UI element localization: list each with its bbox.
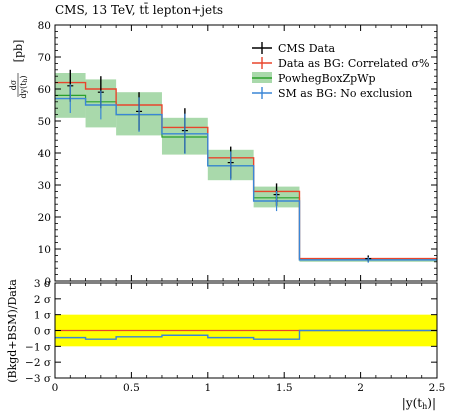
- ratio-y-tick-label: −1 σ: [25, 341, 51, 353]
- x-tick-label: 2.5: [429, 382, 446, 394]
- ratio-y-tick-label: 0 σ: [34, 326, 51, 338]
- y-tick-label: 70: [38, 52, 51, 64]
- ratio-plot-frame: [54, 282, 438, 379]
- y-tick-label: 80: [38, 20, 51, 32]
- y-label-denominator: dy(th): [19, 76, 29, 99]
- legend-label: Data as BG: Correlated σ%: [278, 57, 429, 70]
- ratio-y-tick-label: −3 σ: [25, 373, 51, 385]
- x-tick-label: 0: [52, 382, 59, 394]
- ratio-y-tick-label: 2 σ: [34, 294, 51, 306]
- ratio-y-tick-label: 1 σ: [34, 310, 51, 322]
- chart-title: CMS, 13 TeV, tt̄ lepton+jets: [55, 1, 223, 17]
- x-tick-label: 1.5: [276, 382, 293, 394]
- ratio-plot: 3 σ2 σ1 σ0 σ−1 σ−2 σ−3 σ0 0.5 1 1.5 2 2.5: [25, 278, 445, 394]
- y-tick-label: 30: [38, 180, 51, 192]
- ratio-y-tick-label: −2 σ: [25, 357, 51, 369]
- y-tick-label: 60: [38, 84, 51, 96]
- y-tick-label: 20: [38, 212, 51, 224]
- ratio-series-line: [55, 329, 437, 340]
- x-tick-label: 1: [204, 382, 211, 394]
- legend: CMS Data Data as BG: Correlated σ% PowhegB…: [252, 42, 429, 100]
- legend-label: SM as BG: No exclusion: [278, 87, 412, 100]
- y-tick-label: 40: [38, 148, 51, 160]
- y-axis-label: dσ dy(th) [pb]: [9, 40, 29, 99]
- x-tick-label: 2: [357, 382, 364, 394]
- ratio-y-tick-label: 3 σ: [34, 278, 51, 290]
- x-tick-label: 0.5: [123, 382, 140, 394]
- ratio-y-axis-label: (Bkgd+BSM)/Data: [6, 279, 19, 383]
- y-tick-label: 50: [38, 116, 51, 128]
- x-axis-label: |y(th)|: [402, 396, 436, 411]
- y-label-numerator: dσ: [9, 79, 18, 90]
- y-tick-label: 10: [38, 244, 51, 256]
- legend-label: PowhegBoxZpWp: [278, 72, 376, 85]
- legend-label: CMS Data: [278, 42, 336, 55]
- y-label-unit: [pb]: [12, 40, 25, 63]
- y-tick-label: 0: [44, 276, 51, 288]
- main-plot-frame: [54, 24, 438, 282]
